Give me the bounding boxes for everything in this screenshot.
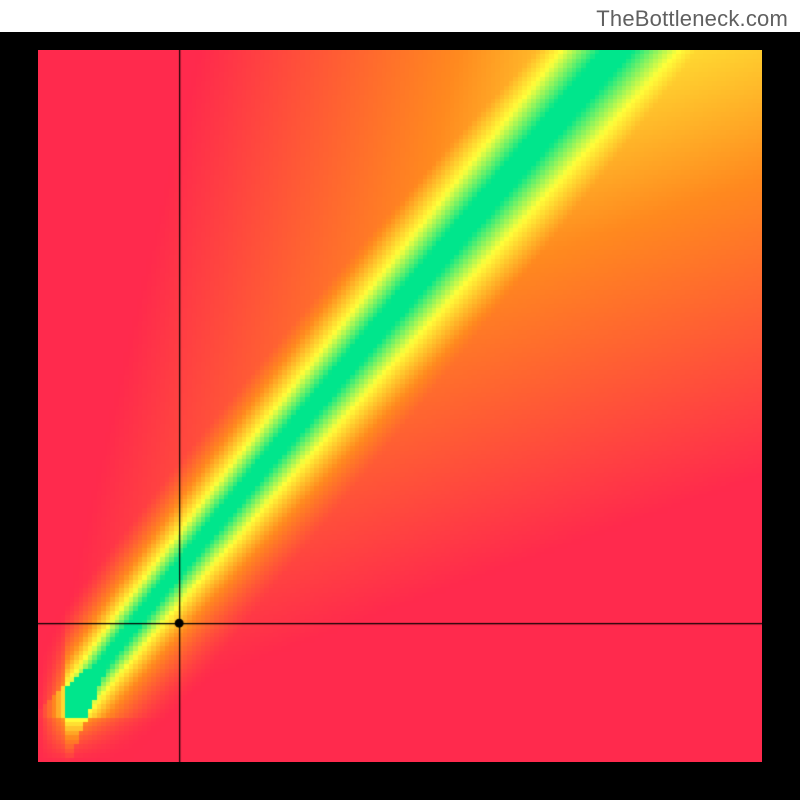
page-root: TheBottleneck.com — [0, 0, 800, 800]
watermark-text: TheBottleneck.com — [596, 6, 788, 32]
bottleneck-heatmap — [38, 50, 762, 762]
chart-outer — [0, 32, 800, 800]
